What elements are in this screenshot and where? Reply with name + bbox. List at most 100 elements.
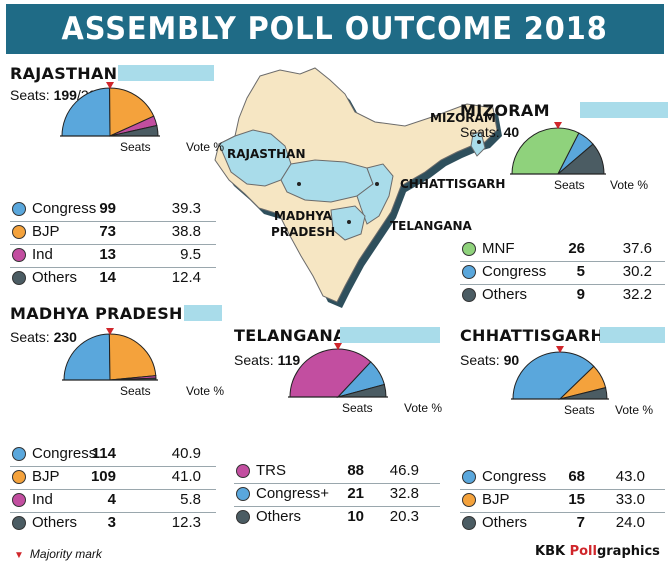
- pie-slice-congress: [512, 351, 595, 400]
- party-row: MNF 26 37.6: [460, 239, 665, 261]
- party-row: BJP 15 33.0: [460, 490, 665, 512]
- party-seats: 21: [347, 485, 364, 502]
- pie-slice-congress: [63, 333, 111, 381]
- pie-slice-congress: [61, 87, 111, 137]
- state-title: MIZORAM: [460, 101, 550, 120]
- party-vote-share: 32.2: [622, 286, 652, 303]
- party-color-swatch: [12, 470, 26, 484]
- party-name: Others: [256, 508, 302, 525]
- party-row: Ind 13 9.5: [10, 245, 216, 267]
- vote-column-header: Vote %: [615, 403, 654, 417]
- seats-column-header: Seats: [342, 401, 373, 415]
- party-color-swatch: [462, 470, 476, 484]
- party-name: MNF: [482, 240, 515, 257]
- party-color-swatch: [236, 487, 250, 501]
- seats-declared: 230: [53, 329, 77, 345]
- seats-summary: Seats: 90: [460, 352, 519, 368]
- map-label-madhya-pradesh-line1: MADHYA: [274, 209, 333, 223]
- party-vote-share: 43.0: [615, 468, 645, 485]
- majority-mark-icon: [554, 122, 562, 129]
- seats-column-header: Seats: [564, 403, 595, 417]
- state-title: MADHYA PRADESH: [10, 304, 183, 323]
- party-vote-share: 9.5: [180, 246, 201, 263]
- party-vote-share: 24.0: [615, 514, 645, 531]
- party-row: BJP 109 41.0: [10, 467, 216, 489]
- party-vote-share: 5.8: [180, 491, 201, 508]
- party-color-swatch: [462, 493, 476, 507]
- row-divider: [10, 489, 216, 490]
- map-label-madhya-pradesh-line2: PRADESH: [271, 225, 336, 239]
- party-name: Congress: [482, 263, 547, 280]
- row-divider: [10, 244, 216, 245]
- majority-mark-icon: ▼: [14, 550, 24, 561]
- majority-mark-icon: [556, 346, 564, 353]
- party-seats: 99: [99, 200, 116, 217]
- party-vote-share: 20.3: [389, 508, 419, 525]
- party-seats: 4: [107, 491, 116, 508]
- party-row: Congress 5 30.2: [460, 262, 665, 284]
- row-divider: [460, 489, 665, 490]
- party-vote-share: 33.0: [615, 491, 645, 508]
- party-seats: 109: [90, 468, 116, 485]
- party-color-swatch: [12, 271, 26, 285]
- party-row: Congress+ 21 32.8: [234, 484, 440, 506]
- credit-line: KBK Pollgraphics: [535, 544, 660, 559]
- party-name: TRS: [256, 462, 286, 479]
- party-row: Others 10 20.3: [234, 507, 440, 529]
- vote-column-header: Vote %: [186, 384, 225, 398]
- seats-label: Seats:: [234, 352, 274, 368]
- seat-pie-chart: [511, 346, 609, 400]
- party-seats: 5: [576, 263, 585, 280]
- credit-highlight: Poll: [569, 544, 597, 559]
- state-markers: [297, 140, 481, 224]
- party-color-swatch: [12, 202, 26, 216]
- party-name: BJP: [32, 223, 60, 240]
- seats-label: Seats:: [10, 329, 50, 345]
- party-row: Ind 4 5.8: [10, 490, 216, 512]
- seats-column-header: Seats: [554, 178, 585, 192]
- seats-column-header: Seats: [120, 140, 151, 154]
- row-divider: [460, 512, 665, 513]
- party-vote-share: 12.3: [171, 514, 201, 531]
- seats-summary: Seats: 40: [460, 124, 519, 140]
- party-row: Others 7 24.0: [460, 513, 665, 535]
- party-color-swatch: [462, 516, 476, 530]
- party-row: Congress 114 40.9: [10, 444, 216, 466]
- map-label-chhattisgarh: CHHATTISGARH: [400, 177, 506, 191]
- state-panel-telangana: TELANGANA Seats: 119 Seats Vote % TRS 88 46.9 C…: [234, 326, 442, 542]
- state-title-bar: [600, 327, 665, 343]
- majority-mark-icon: [334, 343, 342, 350]
- party-color-swatch: [12, 447, 26, 461]
- majority-mark-icon: [106, 328, 114, 335]
- seat-pie-chart: [288, 343, 388, 398]
- party-seats: 9: [576, 286, 585, 303]
- state-title-bar: [184, 305, 222, 321]
- row-divider: [234, 483, 440, 484]
- seats-declared: 40: [503, 124, 520, 140]
- party-row: Congress 99 39.3: [10, 199, 216, 221]
- row-divider: [460, 261, 665, 262]
- party-seats: 10: [347, 508, 364, 525]
- party-name: Others: [482, 514, 528, 531]
- party-name: Congress: [32, 200, 97, 217]
- party-vote-share: 46.9: [389, 462, 419, 479]
- row-divider: [10, 512, 216, 513]
- state-title: RAJASTHAN: [10, 64, 118, 83]
- party-vote-share: 12.4: [171, 269, 201, 286]
- row-divider: [10, 466, 216, 467]
- party-name: Congress: [32, 445, 97, 462]
- majority-mark-icon: [106, 82, 114, 89]
- party-color-swatch: [236, 510, 250, 524]
- party-vote-share: 40.9: [171, 445, 201, 462]
- party-row: TRS 88 46.9: [234, 461, 440, 483]
- map-label-mizoram: MIZORAM: [430, 111, 496, 125]
- row-divider: [10, 267, 216, 268]
- party-seats: 73: [99, 223, 116, 240]
- map-label-telangana: TELANGANA: [390, 219, 472, 233]
- chhattisgarh-region: [356, 163, 394, 225]
- pie-slice-bjp: [108, 333, 157, 381]
- party-name: Others: [32, 269, 78, 286]
- party-name: Ind: [32, 491, 53, 508]
- party-color-swatch: [12, 493, 26, 507]
- credit-suffix: graphics: [596, 544, 660, 559]
